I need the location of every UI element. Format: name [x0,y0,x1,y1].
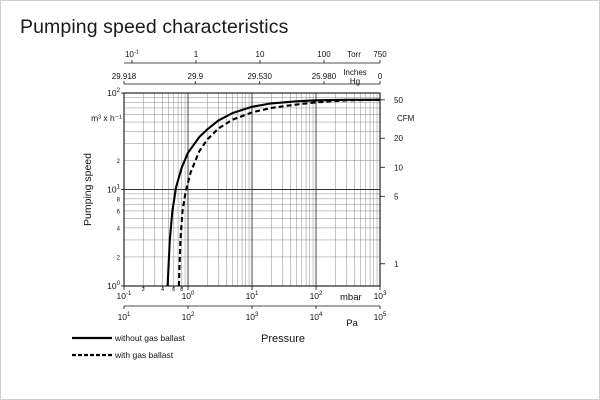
y-minor-tick-label: 8 [117,197,121,203]
torr-tick-label: 10-1 [125,49,139,59]
torr-unit-label: Torr [347,50,361,59]
torr-tick-label: 750 [373,50,387,59]
y-axis-title: Pumping speed [82,153,94,226]
y-minor-tick-label: 2 [117,255,121,261]
mbar-minor-tick-label: 8 [180,287,183,293]
inhg-tick-label: 25.980 [312,72,337,81]
torr-tick-label: 100 [317,50,331,59]
y-tick-label: 102 [107,87,120,98]
cfm-tick-label: 20 [394,134,403,143]
pa-unit-label: Pa [346,318,358,329]
pa-tick-label: 101 [118,311,131,322]
mbar-tick-label: 103 [374,290,387,301]
y-minor-tick-label: 2 [117,159,121,165]
y-unit-label: m³ x h⁻¹ [91,113,122,123]
mbar-tick-label: 10-1 [117,290,133,301]
mbar-tick-label: 101 [246,290,259,301]
mbar-tick-label: 100 [182,290,195,301]
mbar-tick-label: 102 [310,290,323,301]
inhg-tick-label: 29.9 [188,72,204,81]
y-tick-label: 100 [107,280,120,291]
inhg-unit-label: Hg [350,77,360,86]
inhg-tick-label: 29.918 [112,72,137,81]
y-minor-tick-label: 4 [117,226,121,232]
legend-label-with-gas-ballast: with gas ballast [114,350,174,360]
pa-tick-label: 105 [374,311,387,322]
series-line-without-gas-ballast [166,98,380,287]
x-axis-title: Pressure [261,333,305,345]
pa-tick-label: 102 [182,311,195,322]
mbar-minor-tick-label: 4 [161,287,164,293]
cfm-tick-label: 1 [394,260,399,269]
legend-label-without-gas-ballast: without gas ballast [114,333,186,343]
mbar-minor-tick-label: 2 [142,287,145,293]
inhg-unit-label: Inches [343,68,367,77]
page-title: Pumping speed characteristics [20,16,289,38]
inhg-tick-label: 0 [378,72,383,81]
cfm-tick-label: 5 [394,192,399,201]
cfm-unit-label: CFM [397,114,415,123]
pa-tick-label: 103 [246,311,259,322]
mbar-unit-label: mbar [340,292,362,303]
series-line-with-gas-ballast [177,98,381,287]
mbar-minor-tick-label: 6 [172,287,175,293]
pa-tick-label: 104 [310,311,323,322]
torr-tick-label: 1 [194,50,199,59]
y-tick-label: 101 [107,184,120,195]
inhg-tick-label: 29.530 [247,72,272,81]
cfm-tick-label: 10 [394,163,403,172]
torr-tick-label: 10 [256,50,265,59]
cfm-tick-label: 50 [394,96,403,105]
y-minor-tick-label: 6 [117,209,121,215]
